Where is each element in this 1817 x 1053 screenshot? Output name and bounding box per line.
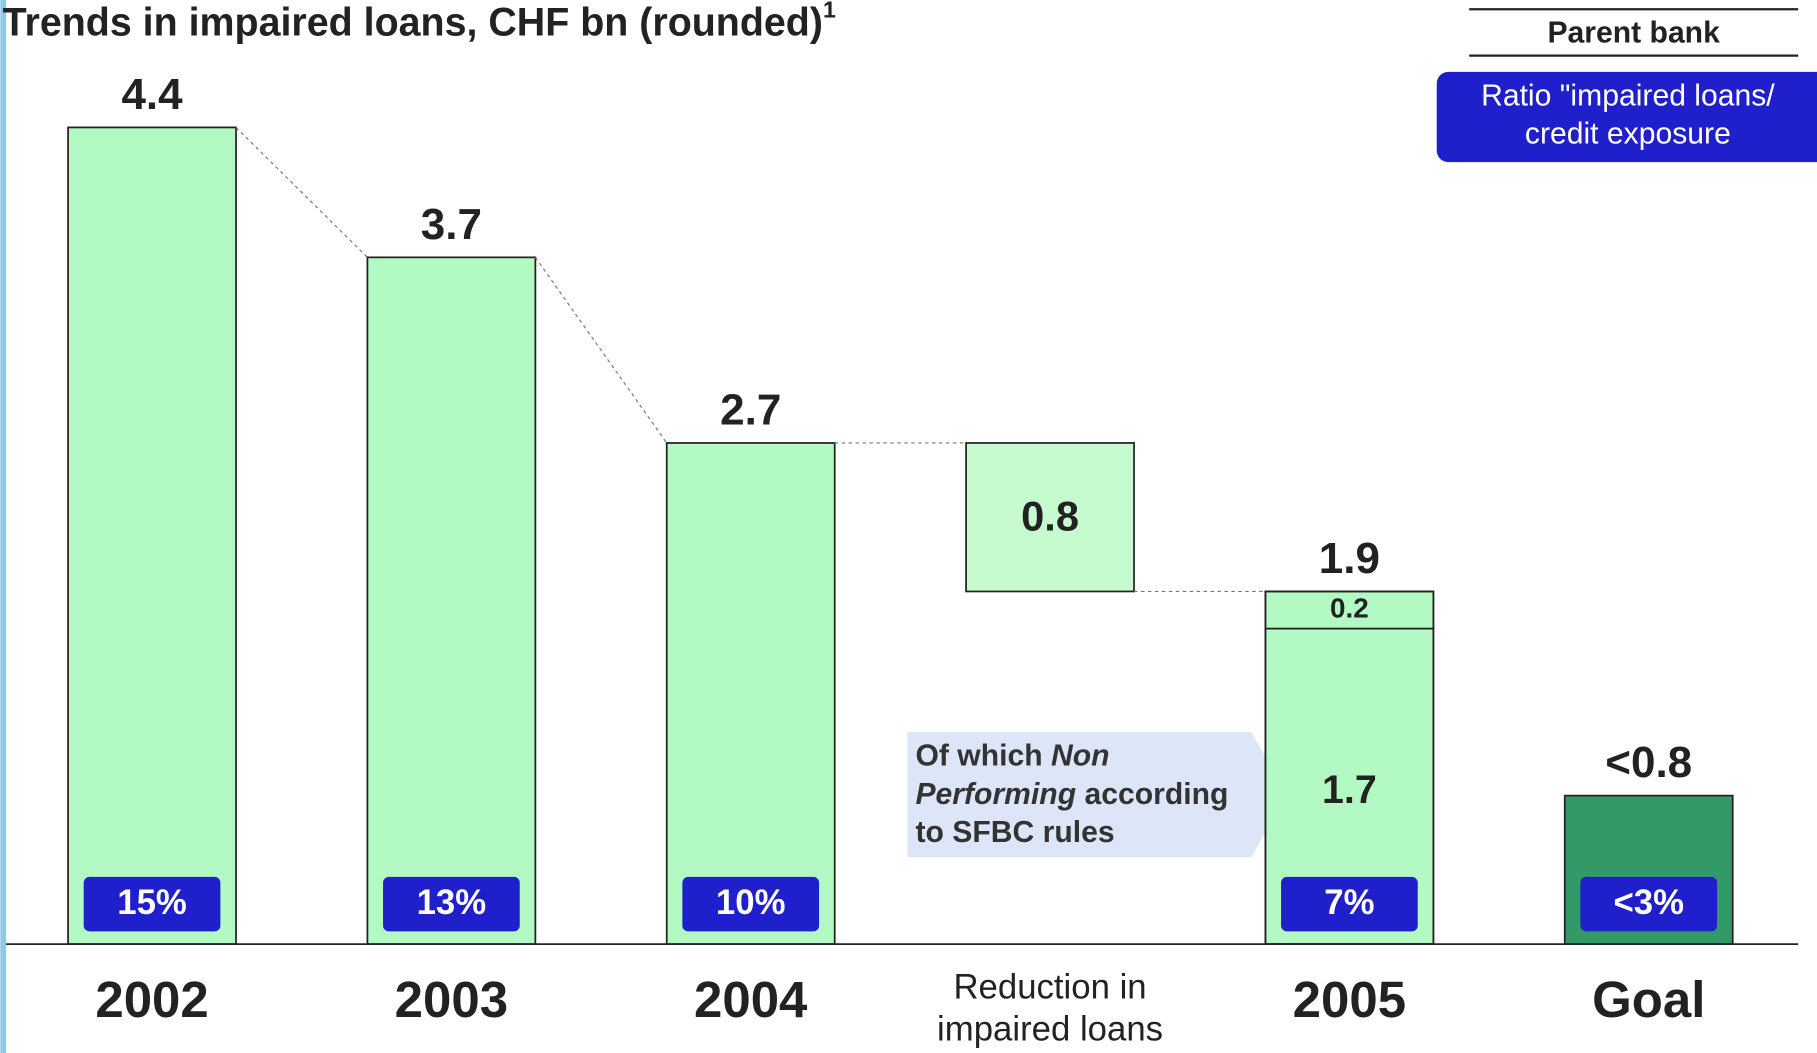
bar [965, 442, 1135, 593]
title-text: Trends in impaired loans, CHF bn (rounde… [3, 1, 823, 45]
ratio-label: 13% [417, 884, 487, 922]
connector [235, 127, 368, 258]
x-tick: 2003 [394, 971, 509, 1029]
segment-label: 0.2 [1330, 592, 1369, 623]
annotation-text: Of which Non Performing according to SFB… [915, 737, 1263, 852]
ratio-badge [1281, 876, 1418, 932]
annotation-italic: Non Performing [915, 737, 1110, 811]
x-tick-label: 2004 [694, 971, 808, 1029]
annotation: Of which Non Performing according to SFB… [915, 737, 1263, 852]
bar [665, 442, 836, 945]
bar [366, 256, 537, 945]
ratio-badge [1580, 876, 1718, 932]
chart-title: Trends in impaired loans, CHF bn (rounde… [3, 0, 836, 45]
ratio-legend: Ratio "impaired loans/ credit exposure [1481, 77, 1775, 151]
ratio-label: 15% [117, 884, 187, 922]
value-label: <0.8 [1605, 738, 1692, 787]
ratio-label: 10% [716, 884, 786, 922]
annotation-part: Of which [915, 737, 1051, 773]
ratio-badge [383, 876, 520, 932]
value-label: 3.7 [421, 200, 482, 249]
value-label: 4.4 [121, 70, 183, 119]
bar [67, 126, 237, 945]
x-tick-label: Reduction in impaired loans [937, 968, 1164, 1049]
connector [534, 257, 668, 444]
x-tick: 2005 [1292, 971, 1407, 1029]
ratio-badge [682, 876, 820, 932]
x-tick-label: Goal [1592, 971, 1706, 1029]
ratio-legend-box [1436, 71, 1817, 163]
value-label: 2.7 [720, 385, 781, 434]
x-tick: 2002 [95, 971, 209, 1029]
ratio-badge [83, 876, 221, 932]
ratio-legend-text: Ratio "impaired loans/ credit exposure [1481, 77, 1775, 151]
x-tick-label: 2005 [1292, 971, 1407, 1029]
annotation-arrow [907, 732, 1287, 858]
x-tick-label: 2003 [394, 971, 509, 1029]
left-accent [0, 0, 7, 1053]
bar-segment [1264, 590, 1435, 630]
x-tick: Reduction in impaired loans [937, 968, 1164, 1049]
ratio-label: 7% [1324, 884, 1374, 922]
x-tick-label: 2002 [95, 971, 209, 1029]
value-label: 0.8 [1021, 493, 1079, 540]
header: Parent bank [1547, 17, 1720, 50]
title-note: 1 [823, 0, 836, 23]
x-tick: 2004 [694, 971, 808, 1029]
ratio-label: <3% [1613, 884, 1684, 922]
x-tick: Goal [1592, 971, 1706, 1029]
segment-label: 1.7 [1322, 768, 1377, 812]
value-label: 1.9 [1319, 534, 1380, 583]
annotation-part: according to SFBC rules [915, 776, 1229, 850]
